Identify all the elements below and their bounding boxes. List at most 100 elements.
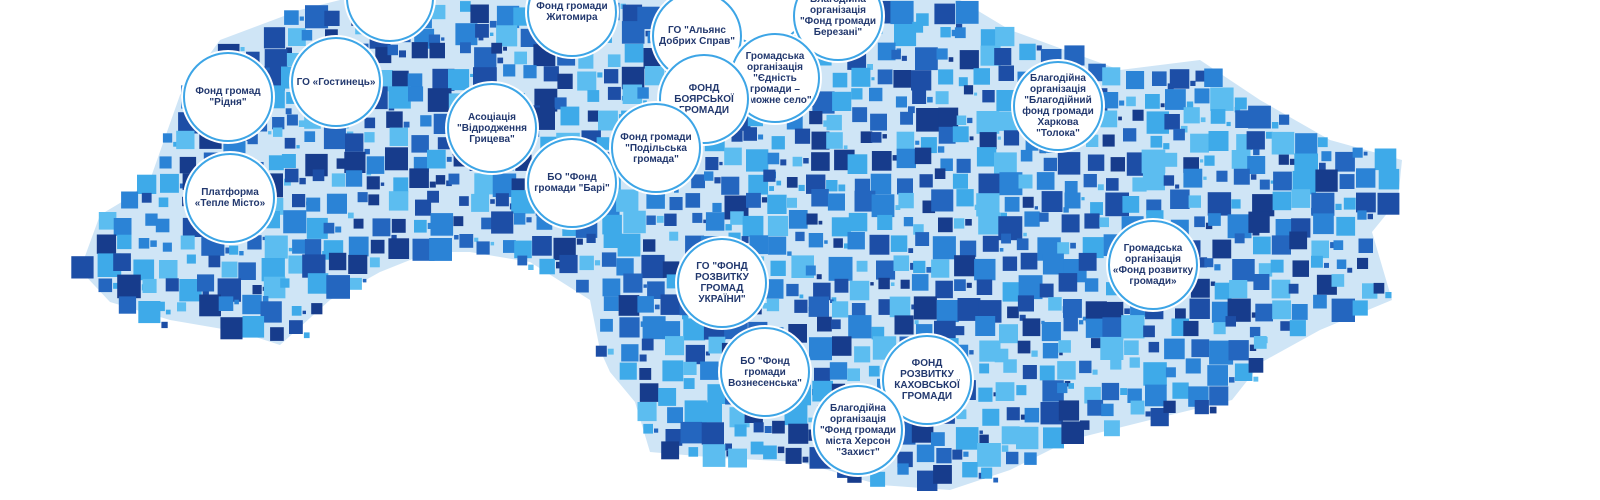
map-tile xyxy=(1164,114,1180,130)
map-tile xyxy=(643,284,647,288)
map-tile xyxy=(683,378,695,389)
map-tile xyxy=(619,317,640,338)
org-circle[interactable]: Громадська організація «Фонд розвитку гр… xyxy=(1108,220,1198,310)
map-tile xyxy=(539,258,555,275)
org-circle[interactable]: ГО «Гостинець» xyxy=(291,37,381,127)
map-tile xyxy=(674,188,679,193)
map-tile xyxy=(393,177,409,193)
map-tile xyxy=(1022,318,1041,337)
org-circle[interactable]: БО "Фонд громади "Барі" xyxy=(527,138,617,228)
map-tile xyxy=(704,171,714,181)
map-tile xyxy=(1079,320,1084,325)
map-tile xyxy=(1169,69,1190,89)
map-tile xyxy=(688,447,699,457)
map-tile xyxy=(684,400,707,423)
map-tile xyxy=(303,332,310,339)
map-tile xyxy=(597,72,603,78)
map-tile xyxy=(1272,300,1291,320)
org-circle[interactable]: БО "Фонд громади Вознесенська" xyxy=(720,327,810,417)
map-tile xyxy=(766,298,780,312)
map-tile xyxy=(324,10,340,26)
map-tile xyxy=(938,69,954,85)
map-tile xyxy=(165,278,179,292)
map-tile xyxy=(1016,426,1039,450)
map-tile xyxy=(896,131,915,150)
map-tile xyxy=(1204,68,1223,87)
map-tile xyxy=(601,252,617,267)
map-tile xyxy=(1148,341,1160,353)
map-tile xyxy=(1164,338,1185,360)
map-tile xyxy=(977,443,1001,467)
map-tile xyxy=(806,213,818,225)
map-tile xyxy=(808,233,824,248)
map-tile xyxy=(1018,275,1043,300)
map-tile xyxy=(1172,382,1189,399)
map-tile xyxy=(660,294,681,315)
map-tile xyxy=(976,111,1000,134)
map-tile xyxy=(954,255,976,277)
map-tile xyxy=(218,296,234,311)
map-tile xyxy=(357,192,368,203)
map-tile xyxy=(931,189,954,212)
map-tile xyxy=(1234,233,1245,244)
map-tile xyxy=(913,296,937,320)
map-tile xyxy=(1248,105,1271,129)
map-tile xyxy=(834,278,849,293)
map-tile xyxy=(1209,386,1229,406)
map-tile xyxy=(186,254,196,264)
map-tile xyxy=(1232,259,1255,282)
org-circle[interactable]: Фонд громади "Подільська громада" xyxy=(611,103,701,193)
map-tile xyxy=(981,467,993,479)
map-tile xyxy=(1146,111,1169,134)
map-tile xyxy=(869,87,883,102)
map-tile xyxy=(1170,189,1190,209)
map-tile xyxy=(656,215,664,223)
map-tile xyxy=(982,235,999,252)
map-tile xyxy=(1001,445,1009,452)
map-tile xyxy=(915,140,920,145)
map-tile xyxy=(896,148,916,169)
map-tile xyxy=(831,319,841,330)
map-tile xyxy=(238,262,256,280)
map-tile xyxy=(578,53,594,69)
map-tile xyxy=(802,456,809,463)
map-tile xyxy=(113,282,119,289)
org-circle[interactable]: Асоціація "Відродження Грицева" xyxy=(447,83,537,173)
map-tile xyxy=(1061,421,1084,444)
org-circle[interactable]: Платформа «Тепле Місто» xyxy=(185,153,275,243)
org-circle[interactable]: Благодійна організація "Благодійний фонд… xyxy=(1013,61,1103,151)
map-tile xyxy=(1333,240,1344,250)
map-tile xyxy=(993,392,998,397)
map-tile xyxy=(870,113,887,131)
map-tile xyxy=(749,235,769,255)
map-tile xyxy=(654,304,660,310)
map-tile xyxy=(1103,301,1124,322)
map-tile xyxy=(1212,239,1232,259)
map-tile xyxy=(311,303,323,315)
map-tile xyxy=(1039,212,1049,222)
map-tile xyxy=(893,255,910,271)
map-tile xyxy=(1097,184,1104,191)
map-tile xyxy=(1031,350,1038,357)
map-tile xyxy=(1352,147,1363,158)
map-tile xyxy=(1207,192,1232,216)
map-tile xyxy=(602,214,622,235)
map-tile xyxy=(1101,92,1119,109)
org-circle[interactable]: ФОНД БОЯРСЬКОЇ ГРОМАДИ xyxy=(659,54,749,144)
map-tile xyxy=(669,197,683,211)
map-tile xyxy=(965,219,972,226)
map-tile xyxy=(604,69,619,84)
org-circle[interactable]: ГО "ФОНД РОЗВИТКУ ГРОМАД УКРАЇНИ" xyxy=(677,238,767,328)
map-tile xyxy=(1126,71,1145,90)
map-tile xyxy=(1129,357,1140,368)
org-circle[interactable]: Благодійна організація "Фонд громади міс… xyxy=(813,385,903,475)
map-tile xyxy=(431,4,446,20)
org-circle[interactable]: Фонд громад "Рідня" xyxy=(183,52,273,142)
map-tile xyxy=(643,423,653,434)
map-tile xyxy=(372,218,391,237)
map-tile xyxy=(305,5,329,29)
map-tile xyxy=(813,282,831,301)
map-tile xyxy=(1292,260,1309,277)
map-tile xyxy=(387,44,398,56)
map-tile xyxy=(71,256,94,279)
